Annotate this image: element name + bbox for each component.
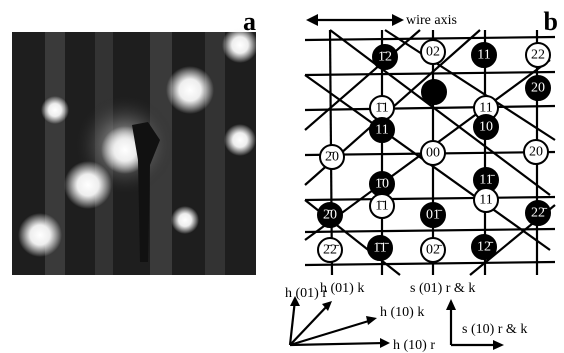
axis-arrow-label: h (10) r (393, 338, 435, 353)
axis-arrow-label: s (10) r & k (462, 322, 527, 337)
figure: a b wire axis 1̄2 02 11 22 20 1̄1 11 11 10 2̄0 00 2… (0, 0, 564, 353)
spot-label: 11 (479, 101, 492, 116)
spot-label: 1̄0 (375, 177, 389, 192)
axis-arrow-label: s (01) r & k (410, 281, 475, 296)
panel-label: a (243, 7, 256, 36)
spot-label: 10 (479, 120, 493, 135)
spot (422, 80, 446, 104)
spot-label: 00 (426, 146, 440, 161)
spot-label: 11 (375, 123, 388, 138)
diffraction-image (12, 27, 258, 275)
panel-label: b (544, 7, 558, 36)
spot-label: 11 (477, 48, 490, 63)
spot-label: 22 (531, 48, 545, 63)
spot-label: 11 (479, 193, 492, 208)
axis-label: wire axis (406, 13, 457, 28)
spot-label: 1̄2 (378, 50, 392, 65)
axis-arrow-label: h (01) k (320, 281, 364, 296)
spot-label: 1̄1 (375, 199, 388, 214)
spot-label: 1̄1 (375, 101, 388, 116)
spot-label: 2̄0 (323, 208, 337, 223)
spot-label: 02 (426, 45, 440, 60)
spot-label: 2̄0 (325, 150, 339, 165)
spot-label: 20 (531, 81, 545, 96)
spot-label: 20 (529, 145, 543, 160)
axis-arrow-label: h (10) k (380, 305, 424, 320)
wire-axis-arrow (306, 14, 404, 26)
